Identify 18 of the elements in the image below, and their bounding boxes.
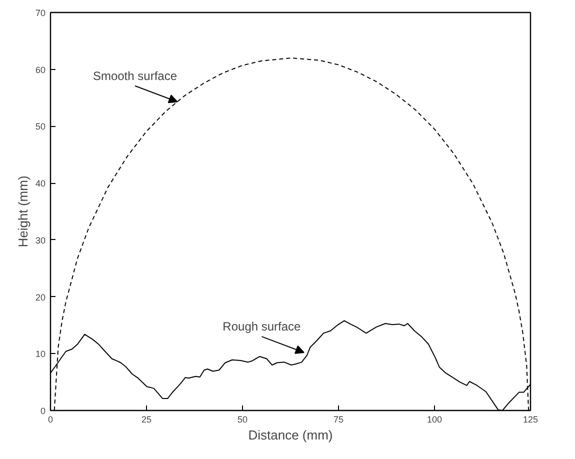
y-tick-label: 10 bbox=[35, 349, 46, 360]
y-axis-title: Height (mm) bbox=[15, 176, 30, 248]
x-tick-label: 25 bbox=[141, 414, 152, 424]
y-tick-label: 70 bbox=[35, 8, 46, 18]
y-tick-label: 30 bbox=[35, 235, 46, 246]
x-tick-label: 50 bbox=[237, 414, 248, 424]
x-tick-label: 0 bbox=[48, 414, 54, 424]
x-tick-label: 125 bbox=[522, 414, 538, 424]
x-axis-title: Distance (mm) bbox=[248, 428, 333, 442]
y-tick-label: 40 bbox=[35, 178, 46, 189]
x-tick-label: 100 bbox=[426, 414, 442, 424]
y-tick-label: 60 bbox=[35, 64, 46, 75]
y-tick-label: 20 bbox=[35, 292, 46, 302]
y-tick-label: 0 bbox=[40, 406, 46, 416]
annotation: Rough surface bbox=[222, 320, 302, 334]
annotation: Smooth surface bbox=[92, 68, 178, 83]
x-tick-label: 75 bbox=[333, 414, 344, 424]
y-tick-label: 50 bbox=[35, 122, 46, 132]
